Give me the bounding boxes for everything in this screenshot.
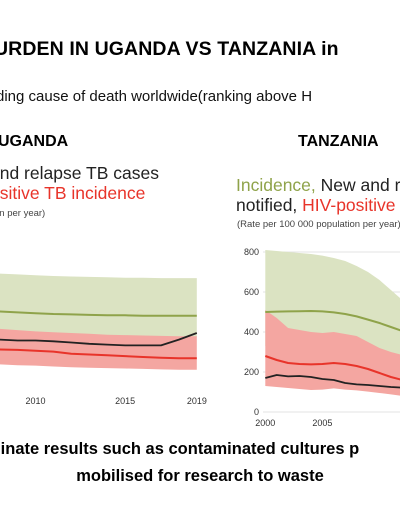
tanzania-hiv-band: [265, 310, 400, 396]
uganda-incidence-line: [0, 310, 197, 317]
tanzania-y-tick-label: 800: [244, 247, 259, 257]
tanzania-notified-line: [265, 374, 400, 389]
tanzania-y-tick-label: 400: [244, 327, 259, 337]
tanzania-rate-note: (Rate per 100 000 population per year): [237, 219, 400, 230]
tanzania-x-tick-label: 2000: [255, 418, 275, 428]
uganda-x-tick-label: 2015: [115, 396, 135, 406]
uganda-legend-hiv: ositive TB incidence: [0, 183, 146, 203]
uganda-hiv-line: [0, 348, 197, 360]
uganda-incidence-band: [0, 273, 197, 338]
tanzania-incidence-line: [265, 310, 400, 332]
uganda-chart: 2010 2015 2019: [0, 273, 207, 406]
tanzania-legend-hiv: HIV-positive TB i: [302, 195, 400, 215]
uganda-rate-note: on per year): [0, 208, 46, 219]
slide-title: URDEN IN UGANDA VS TANZANIA in: [0, 38, 339, 60]
uganda-legend-notified: and relapse TB cases: [0, 163, 159, 183]
tanzania-legend-notified: notified,: [236, 195, 303, 215]
tanzania-hiv-line: [264, 355, 400, 381]
tanzania-x-tick-label: 2005: [312, 418, 332, 428]
tanzania-y-tick-label: 0: [254, 407, 259, 417]
tanzania-y-tick-label: 200: [244, 367, 259, 377]
tanzania-heading: TANZANIA: [298, 133, 379, 150]
uganda-x-tick-label: 2019: [187, 396, 207, 406]
tanzania-legend: Incidence, New and relap notified, HIV-p…: [236, 175, 400, 215]
uganda-heading: UGANDA: [0, 133, 69, 150]
slide-subtitle: ding cause of death worldwide(ranking ab…: [0, 88, 313, 105]
uganda-x-tick-label: 2010: [25, 396, 45, 406]
uganda-hiv-band: [0, 328, 197, 370]
uganda-notified-line: [0, 332, 198, 347]
tanzania-chart: 0 200 400 600 800 2000 2005: [244, 247, 400, 428]
tanzania-legend-new-relapse: New and relap: [320, 175, 400, 195]
footer-line-1: minate results such as contaminated cult…: [0, 440, 360, 458]
uganda-legend: and relapse TB cases ositive TB incidenc…: [0, 163, 159, 203]
tanzania-legend-incidence: Incidence,: [236, 175, 316, 195]
tanzania-y-tick-label: 600: [244, 287, 259, 297]
footer-line-2: mobilised for research to waste: [76, 467, 324, 485]
